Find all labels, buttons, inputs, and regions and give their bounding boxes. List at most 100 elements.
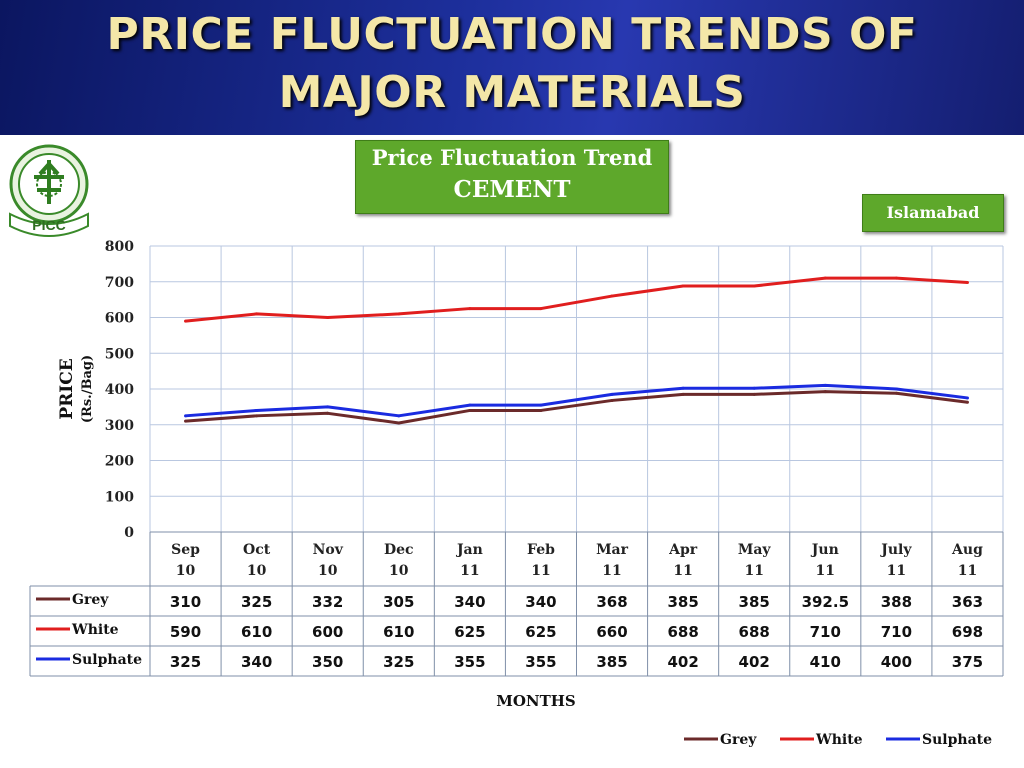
table-cell: 710 bbox=[881, 623, 912, 641]
table-cell: 600 bbox=[312, 623, 343, 641]
y-tick-label: 800 bbox=[105, 239, 134, 255]
data-point-grey bbox=[965, 400, 969, 404]
data-point-grey bbox=[397, 421, 401, 425]
x-tick-label-year: 10 bbox=[176, 563, 196, 579]
table-cell: 325 bbox=[383, 653, 414, 671]
x-tick-label-month: Sep bbox=[171, 542, 200, 558]
x-tick-label-month: Oct bbox=[243, 542, 271, 558]
data-point-white bbox=[539, 307, 543, 311]
data-point-white bbox=[681, 284, 685, 288]
data-point-sulphate bbox=[681, 386, 685, 390]
data-point-grey bbox=[823, 390, 827, 394]
y-axis-label: PRICE bbox=[57, 358, 77, 419]
y-tick-label: 100 bbox=[105, 489, 134, 505]
table-cell: 350 bbox=[312, 653, 343, 671]
x-tick-label-year: 10 bbox=[389, 563, 409, 579]
series-line-grey bbox=[185, 390, 968, 425]
table-cell: 688 bbox=[667, 623, 698, 641]
data-point-grey bbox=[184, 419, 188, 423]
x-tick-label-month: Jun bbox=[810, 542, 839, 558]
data-point-white bbox=[184, 319, 188, 323]
legend-label: Grey bbox=[720, 732, 757, 748]
x-axis-label: MONTHS bbox=[496, 692, 576, 710]
data-point-sulphate bbox=[610, 392, 614, 396]
table-cell: 698 bbox=[952, 623, 983, 641]
x-tick-label-year: 11 bbox=[744, 563, 763, 579]
x-tick-label-month: Apr bbox=[668, 542, 698, 558]
x-tick-label-year: 10 bbox=[318, 563, 338, 579]
legend-label: Sulphate bbox=[922, 732, 992, 748]
data-point-sulphate bbox=[397, 414, 401, 418]
chart-title-line1: Price Fluctuation Trend bbox=[371, 145, 653, 170]
table-cell: 355 bbox=[525, 653, 556, 671]
data-point-sulphate bbox=[965, 396, 969, 400]
data-point-white bbox=[326, 316, 330, 319]
data-point-grey bbox=[539, 408, 543, 412]
slide-title: PRICE FLUCTUATION TRENDS OF MAJOR MATERI… bbox=[106, 9, 918, 118]
series-line-white bbox=[185, 276, 968, 323]
chart-title-badge: Price Fluctuation Trend CEMENT bbox=[355, 140, 669, 214]
data-point-white bbox=[610, 294, 614, 298]
x-tick-label-year: 11 bbox=[816, 563, 835, 579]
table-cell: 340 bbox=[241, 653, 272, 671]
table-cell: 385 bbox=[667, 593, 698, 611]
data-point-sulphate bbox=[468, 403, 472, 407]
data-point-sulphate bbox=[326, 405, 330, 409]
data-point-grey bbox=[681, 392, 685, 396]
picc-logo: PICC bbox=[9, 144, 89, 237]
x-tick-label-month: Nov bbox=[313, 542, 344, 558]
data-point-sulphate bbox=[184, 414, 188, 418]
table-cell: 385 bbox=[596, 653, 627, 671]
table-cell: 310 bbox=[170, 593, 201, 611]
table-cell: 355 bbox=[454, 653, 485, 671]
data-point-white bbox=[894, 276, 898, 280]
table-cell: 660 bbox=[596, 623, 627, 641]
legend-label: White bbox=[815, 732, 863, 748]
x-tick-label-year: 11 bbox=[460, 563, 479, 579]
table-row-label: Grey bbox=[72, 592, 109, 608]
table-row-label: Sulphate bbox=[72, 652, 142, 668]
x-tick-label-month: May bbox=[738, 542, 772, 558]
table-cell: 325 bbox=[170, 653, 201, 671]
data-point-grey bbox=[610, 398, 614, 402]
table-cell: 610 bbox=[383, 623, 414, 641]
table-cell: 392.5 bbox=[802, 593, 849, 611]
data-point-sulphate bbox=[255, 408, 259, 412]
x-tick-label-month: July bbox=[879, 542, 912, 558]
data-point-white bbox=[255, 312, 259, 316]
table-cell: 332 bbox=[312, 593, 343, 611]
y-tick-label: 0 bbox=[124, 525, 134, 541]
data-point-sulphate bbox=[823, 383, 827, 387]
table-cell: 710 bbox=[810, 623, 841, 641]
y-tick-label: 200 bbox=[105, 454, 134, 470]
table-cell: 305 bbox=[383, 593, 414, 611]
x-tick-label-month: Mar bbox=[596, 542, 629, 558]
table-cell: 402 bbox=[667, 653, 698, 671]
x-tick-label-year: 11 bbox=[958, 563, 977, 579]
table-row-label: White bbox=[71, 622, 119, 638]
y-tick-label: 500 bbox=[105, 346, 134, 362]
data-point-grey bbox=[255, 414, 259, 418]
city-badge: Islamabad bbox=[862, 194, 1004, 232]
table-cell: 375 bbox=[952, 653, 983, 671]
data-point-white bbox=[752, 284, 756, 288]
y-tick-label: 600 bbox=[105, 311, 134, 327]
table-cell: 625 bbox=[454, 623, 485, 641]
data-point-white bbox=[965, 280, 969, 284]
data-point-sulphate bbox=[752, 386, 756, 390]
table-cell: 400 bbox=[881, 653, 912, 671]
table-cell: 688 bbox=[739, 623, 770, 641]
table-cell: 402 bbox=[739, 653, 770, 671]
slide-header: PRICE FLUCTUATION TRENDS OF MAJOR MATERI… bbox=[0, 0, 1024, 135]
table-cell: 625 bbox=[525, 623, 556, 641]
data-point-white bbox=[468, 307, 472, 311]
table-cell: 590 bbox=[170, 623, 201, 641]
table-cell: 610 bbox=[241, 623, 272, 641]
table-cell: 325 bbox=[241, 593, 272, 611]
table-cell: 410 bbox=[810, 653, 841, 671]
x-tick-label-month: Feb bbox=[527, 542, 555, 558]
data-point-sulphate bbox=[539, 403, 543, 407]
x-tick-label-month: Jan bbox=[455, 542, 483, 558]
data-point-white bbox=[823, 276, 827, 280]
